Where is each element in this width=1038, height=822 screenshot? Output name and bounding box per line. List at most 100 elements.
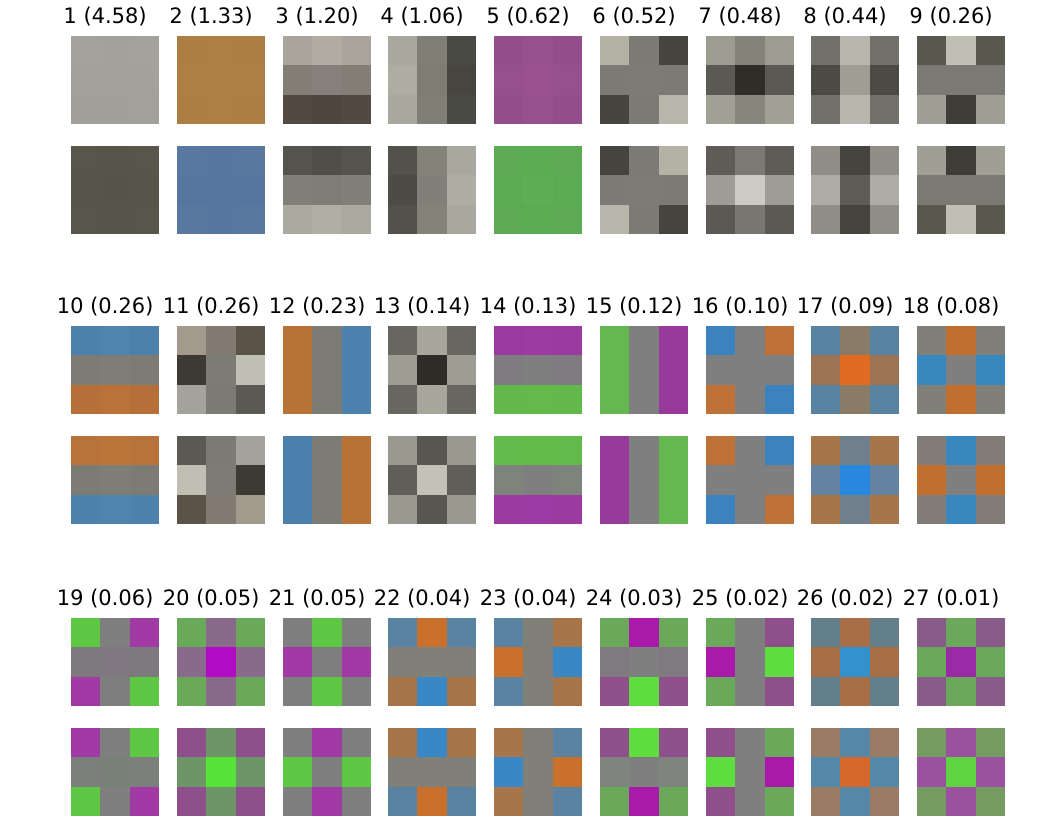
patch-cell [71, 384, 101, 414]
patch-cell [71, 204, 101, 234]
patch-cell [235, 757, 265, 787]
patch-negative [600, 146, 688, 234]
patch-cell [975, 494, 1005, 524]
patch-cell [975, 355, 1005, 385]
patch-cell [840, 465, 870, 495]
patch-cell [869, 384, 899, 414]
patch-cell [552, 384, 582, 414]
patch-cell [917, 618, 947, 648]
patch-cell [600, 676, 630, 706]
patch-cell [917, 786, 947, 816]
patch-cell [658, 676, 688, 706]
patch-cell [811, 146, 841, 176]
patch-cell [523, 786, 553, 816]
patch-cell [946, 676, 976, 706]
patch-cell [523, 94, 553, 124]
patch-cell [735, 676, 765, 706]
patch-positive [811, 618, 899, 706]
patch-cell [735, 618, 765, 648]
patch-negative [917, 146, 1005, 234]
patch-cell [658, 436, 688, 466]
patch-cell [658, 647, 688, 677]
patch-cell [206, 618, 236, 648]
patch-cell [446, 204, 476, 234]
patch-cell [917, 204, 947, 234]
patch-cell [869, 36, 899, 66]
patch-cell [235, 204, 265, 234]
patch-cell [206, 175, 236, 205]
patch-cell [629, 618, 659, 648]
patch-cell [735, 146, 765, 176]
patch-cell [552, 146, 582, 176]
patch-cell [494, 757, 524, 787]
patch-cell [100, 355, 130, 385]
patch-cell [975, 618, 1005, 648]
patch-cell [523, 465, 553, 495]
patch-cell [600, 494, 630, 524]
component-title: 22 (0.04) [373, 586, 471, 610]
patch-cell [840, 436, 870, 466]
patch-cell [764, 436, 794, 466]
patch-cell [177, 436, 207, 466]
patch-cell [388, 204, 418, 234]
component-title: 27 (0.01) [902, 586, 1000, 610]
patch-cell [552, 757, 582, 787]
patch-cell [283, 618, 313, 648]
patch-cell [71, 65, 101, 95]
patch-cell [129, 436, 159, 466]
patch-cell [764, 36, 794, 66]
patch-cell [552, 618, 582, 648]
patch-cell [417, 384, 447, 414]
patch-cell [917, 146, 947, 176]
patch-cell [523, 384, 553, 414]
patch-cell [764, 175, 794, 205]
patch-cell [446, 175, 476, 205]
patch-cell [706, 647, 736, 677]
patch-cell [129, 65, 159, 95]
patch-cell [764, 94, 794, 124]
patch-cell [235, 436, 265, 466]
patch-cell [235, 465, 265, 495]
patch-cell [811, 355, 841, 385]
component-title: 10 (0.26) [56, 294, 154, 318]
patch-negative [283, 436, 371, 524]
patch-cell [840, 94, 870, 124]
patch-cell [235, 786, 265, 816]
patch-cell [494, 146, 524, 176]
patch-cell [658, 94, 688, 124]
patch-cell [100, 494, 130, 524]
patch-positive [494, 326, 582, 414]
patch-cell [975, 65, 1005, 95]
patch-cell [312, 618, 342, 648]
patch-cell [840, 36, 870, 66]
patch-cell [975, 94, 1005, 124]
patch-negative [706, 436, 794, 524]
patch-cell [177, 355, 207, 385]
component-title: 21 (0.05) [268, 586, 366, 610]
patch-cell [446, 94, 476, 124]
patch-cell [706, 355, 736, 385]
patch-cell [946, 618, 976, 648]
component-title: 23 (0.04) [479, 586, 577, 610]
patch-cell [206, 436, 236, 466]
patch-cell [946, 465, 976, 495]
patch-cell [71, 618, 101, 648]
patch-cell [600, 465, 630, 495]
component-title: 16 (0.10) [691, 294, 789, 318]
patch-cell [129, 94, 159, 124]
patch-cell [341, 618, 371, 648]
patch-cell [177, 175, 207, 205]
patch-cell [341, 494, 371, 524]
patch-cell [917, 36, 947, 66]
patch-cell [177, 146, 207, 176]
patch-cell [283, 204, 313, 234]
patch-cell [811, 94, 841, 124]
patch-cell [629, 355, 659, 385]
patch-negative [177, 436, 265, 524]
patch-cell [100, 204, 130, 234]
patch-cell [177, 786, 207, 816]
patch-cell [840, 494, 870, 524]
component-title: 6 (0.52) [592, 4, 676, 28]
patch-cell [735, 94, 765, 124]
component-title: 17 (0.09) [796, 294, 894, 318]
